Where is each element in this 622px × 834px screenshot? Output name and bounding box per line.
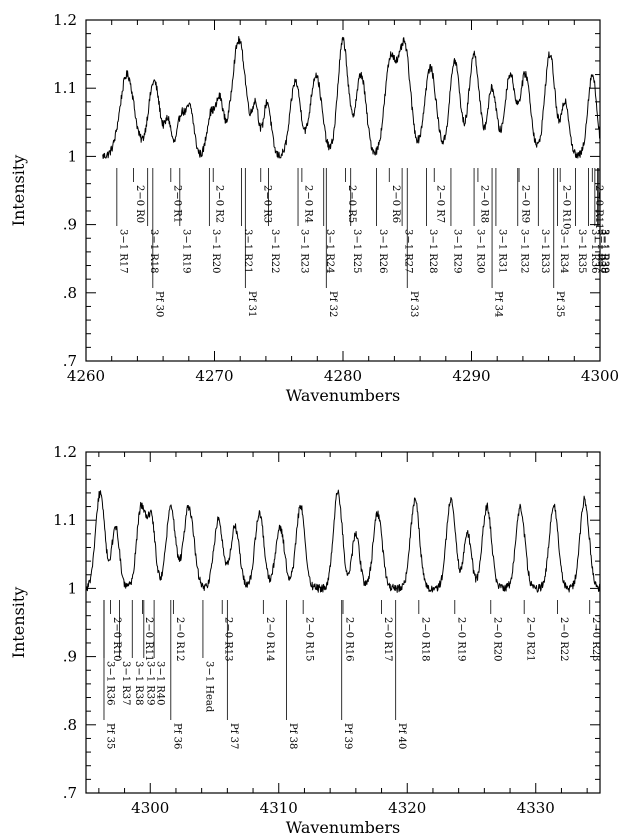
band-3-1-label: 3−1 R30 (475, 229, 486, 274)
band-2-0-label: 2−0 R17 (382, 617, 393, 662)
band-3-1-label: 3−1 R35 (576, 229, 587, 274)
band-3-1-label: 3−1 R28 (427, 229, 438, 274)
spectrum-trace (102, 36, 601, 160)
band-3-1-label: 3−1 R34 (558, 229, 569, 274)
x-tick-label: 4270 (195, 367, 233, 385)
band-3-1-label: 3−1 R38 (598, 229, 609, 274)
pfund-label: Pf 33 (408, 291, 419, 317)
band-3-1-label: 3−1 R18 (148, 229, 159, 274)
band-2-0-label: 2−0 R18 (419, 617, 430, 662)
y-tick-label: 1.2 (53, 11, 77, 29)
x-tick-label: 4280 (324, 367, 362, 385)
band-3-1-label: 3−1 R32 (518, 229, 529, 274)
x-tick-label: 4290 (452, 367, 490, 385)
y-tick-label: .8 (63, 716, 77, 734)
x-tick-label: 4330 (517, 799, 555, 817)
band-3-1-label: 3−1 R36 (589, 229, 600, 274)
y-tick-label: .7 (63, 352, 77, 370)
band-3-1-label: 3−1 R33 (539, 229, 550, 274)
x-axis-title: Wavenumbers (286, 818, 400, 834)
plot-frame (85, 451, 601, 794)
y-tick-label: 1.1 (53, 511, 77, 529)
band-3-1-label: 3−1 R39 (144, 661, 155, 706)
pfund-label: Pf 40 (396, 723, 407, 749)
band-2-0-label: 2−0 R11 (593, 185, 604, 230)
band-2-0-label: 2−0 R9 (520, 185, 531, 223)
band-2-0-label: 2−0 R15 (304, 617, 315, 662)
pfund-label: Pf 30 (153, 291, 164, 317)
band-2-0-label: 2−0 R19 (455, 617, 466, 662)
band-2-0-label: 2−0 R23 (590, 617, 601, 662)
pfund-label: Pf 37 (228, 723, 239, 749)
band-3-1-label: 3−1 R39 (599, 229, 610, 274)
band-2-0-label: 2−0 R10 (111, 617, 122, 662)
band-3-1-label: 3−1 R20 (210, 229, 221, 274)
y-tick-label: .7 (63, 784, 77, 802)
band-2-0-label: 2−0 R2 (214, 185, 225, 223)
band-2-0-label: 2−0 R1 (171, 185, 182, 223)
pfund-label: Pf 35 (554, 291, 565, 317)
band-3-1-label: 3−1 R27 (403, 229, 414, 274)
band-3-1-label: 3−1 R21 (242, 229, 253, 274)
band-3-1-label: 3−1 R31 (496, 229, 507, 274)
x-tick-label: 4260 (67, 367, 105, 385)
band-2-0-label: 2−0 R5 (346, 185, 357, 223)
x-tick-label: 4320 (388, 799, 426, 817)
band-3-1-label: 3−1 R38 (133, 661, 144, 706)
y-tick-label: 1 (67, 579, 77, 597)
y-tick-label: .8 (63, 284, 77, 302)
band-2-0-label: 2−0 R6 (390, 185, 401, 223)
band-2-0-label: 2−0 R20 (491, 617, 502, 662)
band-2-0-label: 2−0 R11 (143, 617, 154, 662)
pfund-label: Pf 36 (171, 723, 182, 749)
band-2-0-label: 2−0 R10 (561, 185, 572, 230)
pfund-label: Pf 39 (342, 723, 353, 749)
x-axis-title: Wavenumbers (286, 386, 400, 405)
y-axis-title: Intensity (9, 587, 28, 659)
y-tick-label: .9 (63, 648, 77, 666)
spectrum-trace (85, 489, 601, 593)
band-3-1-label: 3−1 R36 (104, 661, 115, 706)
x-tick-label: 4310 (260, 799, 298, 817)
spectrum-panel-2: 4300 4310 4320 4330 .7 .8 .9 1 1.1 1.2 Wavenumbers… (9, 443, 601, 834)
pfund-label: Pf 35 (104, 723, 115, 749)
band-3-1-label: 3−1 Head (203, 661, 214, 713)
band-3-1-label: 3−1 R26 (377, 229, 388, 274)
band-2-0-label: 2−0 R12 (174, 617, 185, 662)
band-3-1-label: 3−1 R29 (451, 229, 462, 274)
band-3-1-label: 3−1 R37 (120, 661, 131, 706)
band-3-1-label: 3−1 R37 (595, 229, 606, 274)
x-tick-label: 4300 (581, 367, 619, 385)
band-2-0-label: 2−0 R7 (435, 185, 446, 223)
band-2-0-label: 2−0 R8 (478, 185, 489, 223)
band-2-0-label: 2−0 R3 (261, 185, 272, 223)
x-tick-label: 4300 (131, 799, 169, 817)
spectrum-panel-1: 4260 4270 4280 4290 4300 .7 .8 .9 1 1.1 1.2 Wavenum… (9, 11, 619, 405)
band-2-0-label: 2−0 R14 (264, 617, 275, 662)
band-3-1-label: 3−1 R25 (351, 229, 362, 274)
band-2-0-label: 2−0 R16 (344, 617, 355, 662)
band-3-1-label: 3−1 R17 (117, 229, 128, 274)
band-2-0-label: 2−0 R22 (558, 617, 569, 662)
band-3-1-label: 3−1 R23 (299, 229, 310, 274)
y-axis-title: Intensity (9, 155, 28, 227)
band-2-0-label: 2−0 R0 (134, 185, 145, 223)
band-2-0-label: 2−0 R21 (525, 617, 536, 662)
y-tick-label: 1.2 (53, 443, 77, 461)
pfund-label: Pf 32 (327, 291, 338, 317)
band-2-0-label: 2−0 R4 (302, 185, 313, 223)
y-tick-label: 1 (67, 147, 77, 165)
band-3-1-label: 3−1 R24 (324, 229, 335, 274)
y-tick-label: .9 (63, 216, 77, 234)
band-2-0-label: 2−0 R13 (223, 617, 234, 662)
band-3-1-label: 3−1 R22 (269, 229, 280, 274)
band-3-1-label: 3−1 R40 (155, 661, 166, 706)
pfund-label: Pf 31 (246, 291, 257, 317)
y-tick-label: 1.1 (53, 79, 77, 97)
pfund-label: Pf 34 (493, 291, 504, 317)
band-3-1-label: 3−1 R19 (180, 229, 191, 274)
pfund-label: Pf 38 (287, 723, 298, 749)
